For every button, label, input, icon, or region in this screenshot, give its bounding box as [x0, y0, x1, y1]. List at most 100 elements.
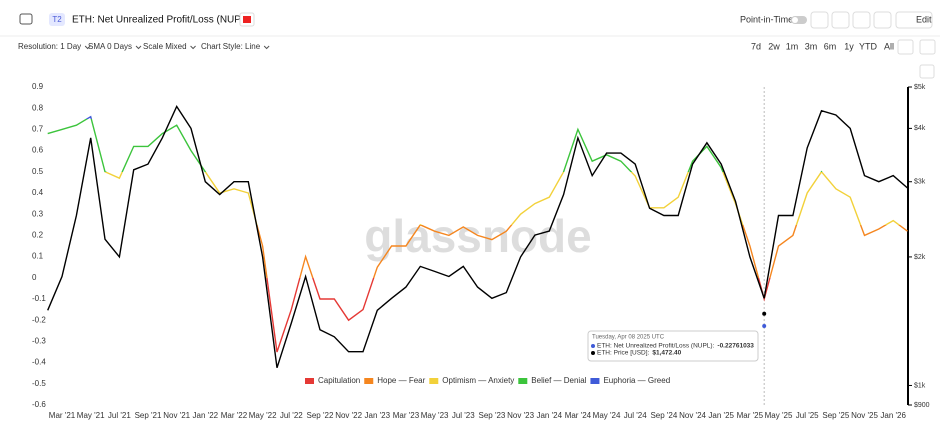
y2-tick-label: $2k [914, 254, 926, 261]
y2-tick-label: $4k [914, 125, 926, 132]
nupl-line [47, 115, 908, 353]
range-button[interactable]: 6m [824, 41, 837, 51]
legend-label[interactable]: Hope — Fear [377, 376, 425, 385]
x-tick-label: Nov '23 [507, 411, 534, 420]
tooltip-point [762, 311, 767, 316]
toolbar-option[interactable]: SMA 0 Days [88, 42, 132, 51]
alert-button[interactable] [831, 11, 850, 29]
x-tick-label: Jul '21 [108, 411, 131, 420]
tooltip-value: -0.22761033 [717, 343, 754, 350]
tooltip [587, 330, 759, 362]
sidebar-icon[interactable] [19, 13, 33, 25]
x-tick-label: Jan '24 [536, 411, 562, 420]
tooltip-dot [591, 344, 595, 348]
point-in-time-label: Point-in-Time [740, 14, 793, 24]
x-tick-label: Mar '24 [565, 411, 592, 420]
zoom-button[interactable] [897, 39, 914, 55]
x-tick-label: Jan '26 [880, 411, 906, 420]
toolbar-option[interactable]: Chart Style: Line [201, 42, 261, 51]
edit-button[interactable] [895, 11, 933, 29]
range-button[interactable]: 1m [786, 41, 799, 51]
x-tick-label: Jan '22 [193, 411, 219, 420]
x-tick-label: May '23 [421, 411, 449, 420]
y2-tick-label: $3k [914, 179, 926, 186]
x-tick-label: Nov '24 [679, 411, 706, 420]
x-tick-label: May '21 [77, 411, 105, 420]
x-tick-label: Jul '23 [452, 411, 475, 420]
youtube-icon [243, 16, 251, 23]
legend-swatch [305, 378, 314, 384]
legend-swatch [518, 378, 528, 384]
tooltip-label: ETH: Net Unrealized Profit/Loss (NUPL): [597, 343, 715, 350]
x-tick-label: Jul '22 [280, 411, 303, 420]
toolbar-option[interactable]: Scale Mixed [143, 42, 187, 51]
edit-label: Edit [916, 14, 932, 24]
x-tick-label: Mar '21 [49, 411, 76, 420]
tooltip-label: ETH: Price [USD]: [597, 350, 650, 357]
x-tick-label: Jan '23 [365, 411, 391, 420]
chevron [190, 45, 196, 50]
tooltip-point [762, 324, 767, 329]
legend-label[interactable]: Belief — Denial [531, 376, 586, 385]
range-button[interactable]: All [884, 41, 894, 51]
x-tick-label: Sep '21 [135, 411, 162, 420]
range-button[interactable]: 7d [751, 41, 761, 51]
x-tick-label: Mar '23 [393, 411, 420, 420]
chevron [263, 45, 270, 50]
tooltip-dot [591, 351, 595, 355]
range-button[interactable]: 3m [805, 41, 818, 51]
tooltip-value: $1,472.40 [652, 350, 681, 357]
share-button[interactable] [852, 11, 871, 29]
x-tick-label: Nov '25 [851, 411, 878, 420]
legend-swatch [364, 378, 374, 384]
calendar-button[interactable] [919, 39, 936, 55]
range-button[interactable]: 1y [844, 41, 854, 51]
y-tick-label: -0.5 [32, 379, 46, 388]
legend-swatch [429, 378, 439, 384]
x-tick-label: Jan '25 [708, 411, 734, 420]
range-button[interactable]: YTD [859, 41, 878, 51]
star-button[interactable] [810, 11, 829, 29]
y-tick-label: 0.6 [32, 146, 44, 155]
legend-label[interactable]: Optimism — Anxiety [442, 376, 514, 385]
x-tick-label: Sep '24 [650, 411, 677, 420]
title: ETH: Net Unrealized Profit/Loss (NUPL) [72, 15, 250, 26]
x-tick-label: Sep '22 [307, 411, 334, 420]
y-tick-label: -0.4 [32, 358, 46, 367]
x-tick-label: May '22 [249, 411, 277, 420]
y-tick-label: 0.2 [32, 231, 44, 240]
price-line [47, 105, 908, 369]
chevron [135, 45, 142, 50]
camera-button[interactable] [919, 64, 935, 79]
y-tick-label: -0.6 [32, 400, 46, 409]
y-tick-label: 0.5 [32, 167, 44, 176]
y2-tick-label: $1k [914, 382, 926, 389]
x-tick-label: May '24 [593, 411, 621, 420]
y-tick-label: -0.3 [32, 337, 46, 346]
y-tick-label: 0.3 [32, 209, 44, 218]
badge [49, 13, 65, 26]
y2-tick-label: $900 [914, 402, 930, 409]
copy-button[interactable] [873, 11, 892, 29]
range-button[interactable]: 2w [768, 41, 780, 51]
legend-label[interactable]: Capitulation [318, 376, 360, 385]
y-tick-label: -0.2 [32, 315, 46, 324]
toolbar-option[interactable]: Resolution: 1 Day [18, 42, 81, 51]
y-tick-label: 0 [32, 273, 37, 282]
y2-tick-label: $5k [914, 84, 926, 91]
x-tick-label: Jul '25 [796, 411, 819, 420]
y-tick-label: 0.4 [32, 188, 44, 197]
x-tick-label: May '25 [765, 411, 793, 420]
y-tick-label: 0.8 [32, 103, 44, 112]
x-tick-label: Sep '25 [822, 411, 849, 420]
x-tick-label: Mar '25 [737, 411, 764, 420]
y-tick-label: -0.1 [32, 294, 46, 303]
badge-text: T2 [52, 15, 62, 24]
y-tick-label: 0.9 [32, 82, 44, 91]
legend-label[interactable]: Euphoria — Greed [603, 376, 670, 385]
toggle-knob [792, 17, 798, 23]
x-tick-label: Mar '22 [221, 411, 248, 420]
